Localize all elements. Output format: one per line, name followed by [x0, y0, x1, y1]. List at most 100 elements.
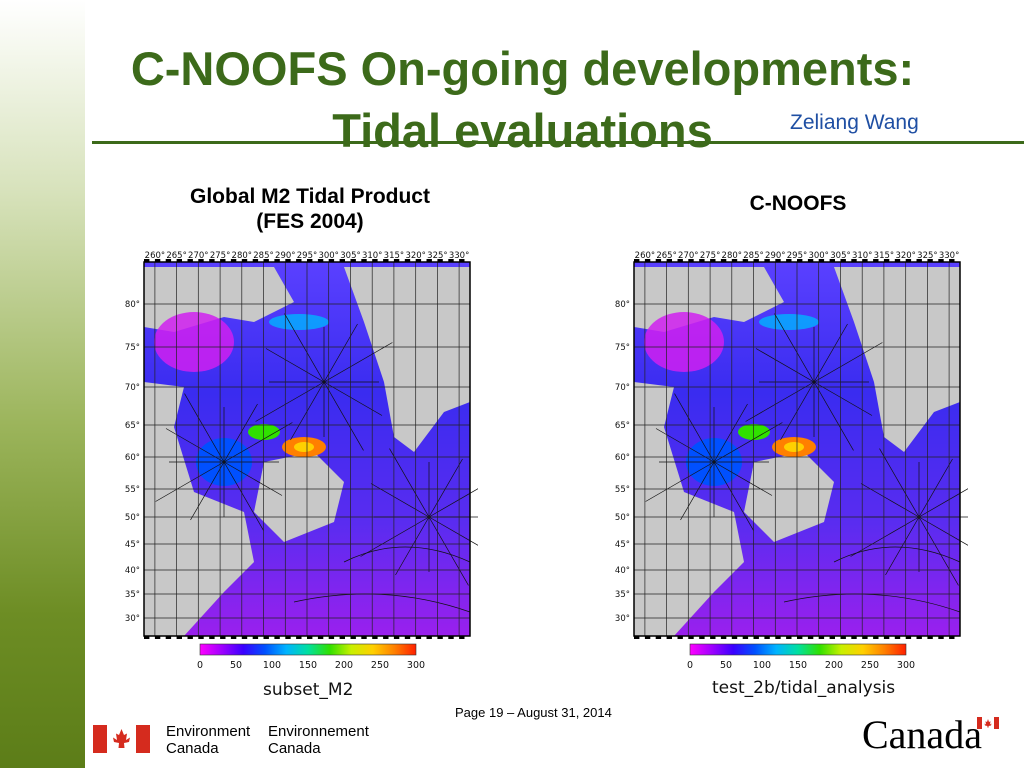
right-map-border-tick — [916, 259, 922, 262]
right-map-colorbar-tick: 150 — [789, 660, 807, 671]
left-map-border-tick — [296, 636, 302, 639]
right-map-lon-label: 260° — [635, 251, 655, 261]
right-map-cotidal-line — [713, 422, 783, 463]
left-map-lon-label: 285° — [253, 251, 273, 261]
right-map-cotidal-line — [918, 488, 968, 518]
right-map-lon-label: 295° — [787, 251, 807, 261]
left-map-magenta-bay — [154, 312, 234, 372]
right-map-border-tick — [655, 636, 662, 639]
right-map-border-tick — [894, 636, 901, 639]
left-map-border-tick — [459, 259, 465, 262]
right-map-lon-label: 265° — [656, 251, 676, 261]
left-map-cotidal-line — [155, 461, 225, 502]
right-map-border-tick — [840, 259, 846, 262]
left-map-lat-label: 70° — [125, 383, 140, 393]
left-map-labrador — [254, 452, 344, 542]
left-map-border-tick — [187, 636, 193, 639]
left-map-border-tick — [230, 259, 237, 262]
right-map-border-tick — [807, 636, 814, 639]
left-map-colorbar-tick: 200 — [335, 660, 353, 671]
right-map-lat-label: 40° — [615, 566, 630, 576]
left-map-lat-label: 60° — [125, 453, 140, 463]
left-map-lon-label: 300° — [318, 251, 338, 261]
left-map-border-tick — [361, 636, 367, 639]
left-map-border-tick — [393, 636, 400, 639]
left-map-cotidal-line — [428, 488, 478, 518]
right-map-cotidal-line — [674, 393, 715, 463]
right-map-lat-label: 60° — [615, 453, 630, 463]
logo-french-line1: Environnement — [268, 723, 369, 740]
right-map-border-tick — [666, 636, 672, 639]
logo-french-line2: Canada — [268, 740, 321, 757]
right-map-border-tick — [894, 259, 901, 262]
logo-english: Environment Canada — [166, 723, 250, 757]
left-map-corange-line — [293, 593, 471, 613]
left-map-border-tick — [230, 636, 237, 639]
left-map-border-tick — [448, 636, 454, 639]
right-map-border-tick — [938, 259, 944, 262]
right-map-border-tick — [862, 636, 868, 639]
left-map-cotidal-line — [223, 403, 258, 463]
left-map-lon-label: 325° — [427, 251, 447, 261]
right-map-cotidal-line — [918, 516, 968, 546]
left-map-border-tick — [350, 636, 356, 639]
author-name: Zeliang Wang — [790, 111, 919, 134]
left-map-border-tick — [372, 636, 378, 639]
left-map-cotidal-line — [265, 348, 325, 383]
right-map-lat-label: 45° — [615, 540, 630, 550]
right-map-colorbar-tick: 100 — [753, 660, 771, 671]
left-map-border-tick — [176, 259, 182, 262]
left-map-lon-label: 270° — [188, 251, 208, 261]
left-map-colorbar-tick: 300 — [407, 660, 425, 671]
left-map-border-tick — [361, 259, 367, 262]
right-map-lat-label: 65° — [615, 421, 630, 431]
right-map-border-tick — [883, 259, 890, 262]
left-map-lat-label: 30° — [125, 614, 140, 624]
left-map-border-tick — [339, 259, 345, 262]
left-map-border-tick — [296, 259, 302, 262]
left-panel-title-line1: Global M2 Tidal Product — [190, 185, 430, 208]
right-map-lon-label: 330° — [939, 251, 959, 261]
left-map-cyan-band — [269, 314, 329, 330]
left-map-lat-label: 55° — [125, 485, 140, 495]
right-map-cotidal-line — [755, 348, 815, 383]
left-map-green-band — [248, 424, 280, 440]
right-map-border-tick — [797, 259, 803, 262]
right-map-border-tick — [927, 259, 933, 262]
left-map-colorbar-tick: 50 — [230, 660, 242, 671]
right-map-lon-label: 315° — [874, 251, 894, 261]
left-map-colorbar-tick: 100 — [263, 660, 281, 671]
left-map-border-tick — [252, 636, 259, 639]
left-map-border-tick — [437, 636, 443, 639]
right-map-caption: test_2b/tidal_analysis — [712, 678, 896, 698]
left-map-border-tick — [339, 636, 345, 639]
left-map-lon-label: 280° — [232, 251, 252, 261]
right-map-lat-label: 75° — [615, 343, 630, 353]
right-map-border-tick — [720, 259, 727, 262]
left-map-cotidal-line — [255, 381, 325, 422]
left-map-border-tick — [274, 636, 280, 639]
left-map-border-tick — [350, 259, 356, 262]
left-map-border-tick — [187, 259, 193, 262]
title-underline — [92, 141, 1024, 144]
right-map-border-tick — [742, 259, 749, 262]
left-map-lon-label: 330° — [449, 251, 469, 261]
left-map-cotidal-line — [284, 313, 325, 383]
left-map-border-tick — [383, 259, 389, 262]
right-map-cotidal-line — [813, 342, 883, 383]
left-map-border-tick — [285, 636, 291, 639]
left-map-border-tick — [220, 636, 226, 639]
left-map-cotidal-line — [165, 428, 225, 463]
right-map-border-tick — [829, 636, 835, 639]
left-map-border-tick — [415, 259, 422, 262]
right-map-border-tick — [677, 259, 683, 262]
right-map-border-tick — [753, 636, 759, 639]
left-map-border-tick — [328, 636, 335, 639]
right-map-lat-label: 55° — [615, 485, 630, 495]
right-map-greenland — [834, 267, 960, 452]
right-map-cotidal-line — [713, 461, 754, 531]
right-tidal-map: 260° 265° 270° 275° 280° 285° 290° 295° 300° 305°… — [608, 242, 968, 678]
right-map-lon-label: 280° — [722, 251, 742, 261]
right-map-border-tick — [644, 259, 651, 262]
right-map-green-band — [738, 424, 770, 440]
